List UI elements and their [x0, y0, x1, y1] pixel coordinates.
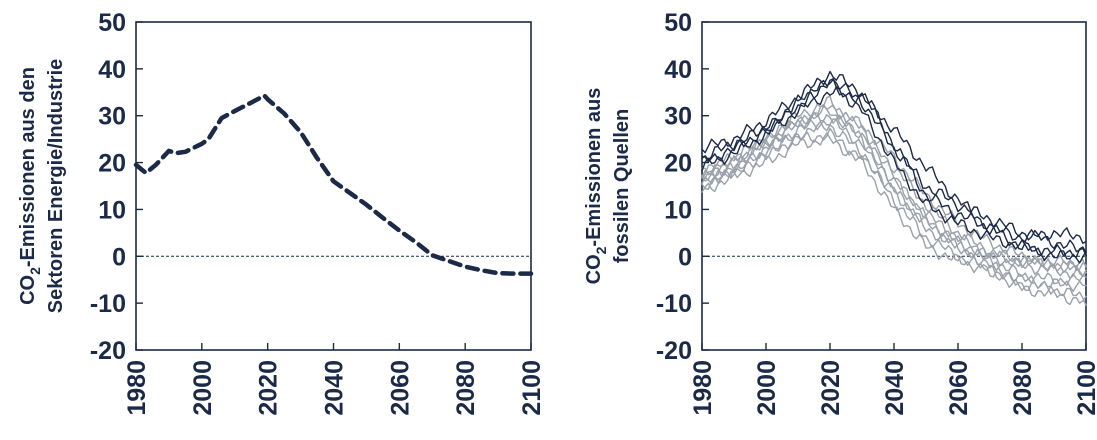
- y-tick-label: -10: [90, 290, 126, 318]
- scenario-line-light: [701, 103, 1087, 273]
- y-tick-label: 30: [98, 103, 126, 131]
- x-tick-label: 2060: [945, 360, 973, 416]
- y-axis-label-line2: Sektoren Energie/Industrie: [45, 59, 67, 314]
- scenario-line-light: [701, 132, 1087, 306]
- y-axis-label-line1: CO2-Emissionen aus den: [17, 67, 43, 305]
- y-tick-label: 10: [98, 196, 126, 224]
- y-tick-label: -20: [90, 337, 126, 365]
- scenario-line-light: [701, 118, 1087, 272]
- x-tick-label: 2000: [753, 360, 781, 416]
- x-tick-label: 1980: [123, 360, 151, 416]
- x-tick-label: 2100: [1073, 360, 1097, 416]
- y-tick-label: 20: [98, 150, 126, 178]
- y-axis-label-line1: CO2-Emissionen aus: [583, 88, 609, 285]
- emission-pathway-line: [133, 93, 534, 276]
- y-tick-label: 50: [664, 9, 692, 37]
- scenario-line-light: [701, 127, 1087, 293]
- plot-frame: [701, 21, 1087, 351]
- y-axis-label-line2: fossilen Quellen: [611, 109, 633, 263]
- y-tick-label: 0: [112, 243, 126, 271]
- x-tick-label: 2040: [881, 360, 909, 416]
- x-tick-label: 2080: [452, 360, 480, 416]
- x-tick-label: 2020: [817, 360, 845, 416]
- x-tick-label: 2060: [386, 360, 414, 416]
- x-tick-label: 2100: [518, 360, 546, 416]
- x-tick-label: 2080: [1009, 360, 1037, 416]
- x-tick-label: 1980: [689, 360, 717, 416]
- scenario-line-light: [701, 112, 1087, 277]
- x-tick-label: 2040: [321, 360, 349, 416]
- scenario-line-dark: [701, 78, 1087, 257]
- x-tick-label: 2000: [189, 360, 217, 416]
- y-tick-label: 20: [664, 150, 692, 178]
- y-tick-label: -20: [656, 337, 692, 365]
- y-tick-label: 40: [664, 56, 692, 84]
- y-tick-label: 40: [98, 56, 126, 84]
- plot-frame: [135, 21, 532, 351]
- x-tick-label: 2020: [255, 360, 283, 416]
- scenario-line-dark: [701, 78, 1087, 258]
- y-tick-label: 0: [678, 243, 692, 271]
- y-tick-label: 10: [664, 196, 692, 224]
- y-tick-label: 30: [664, 103, 692, 131]
- y-tick-label: -10: [656, 290, 692, 318]
- scenario-line-dark: [701, 86, 1087, 264]
- scenario-line-light: [701, 120, 1087, 306]
- y-tick-label: 50: [98, 9, 126, 37]
